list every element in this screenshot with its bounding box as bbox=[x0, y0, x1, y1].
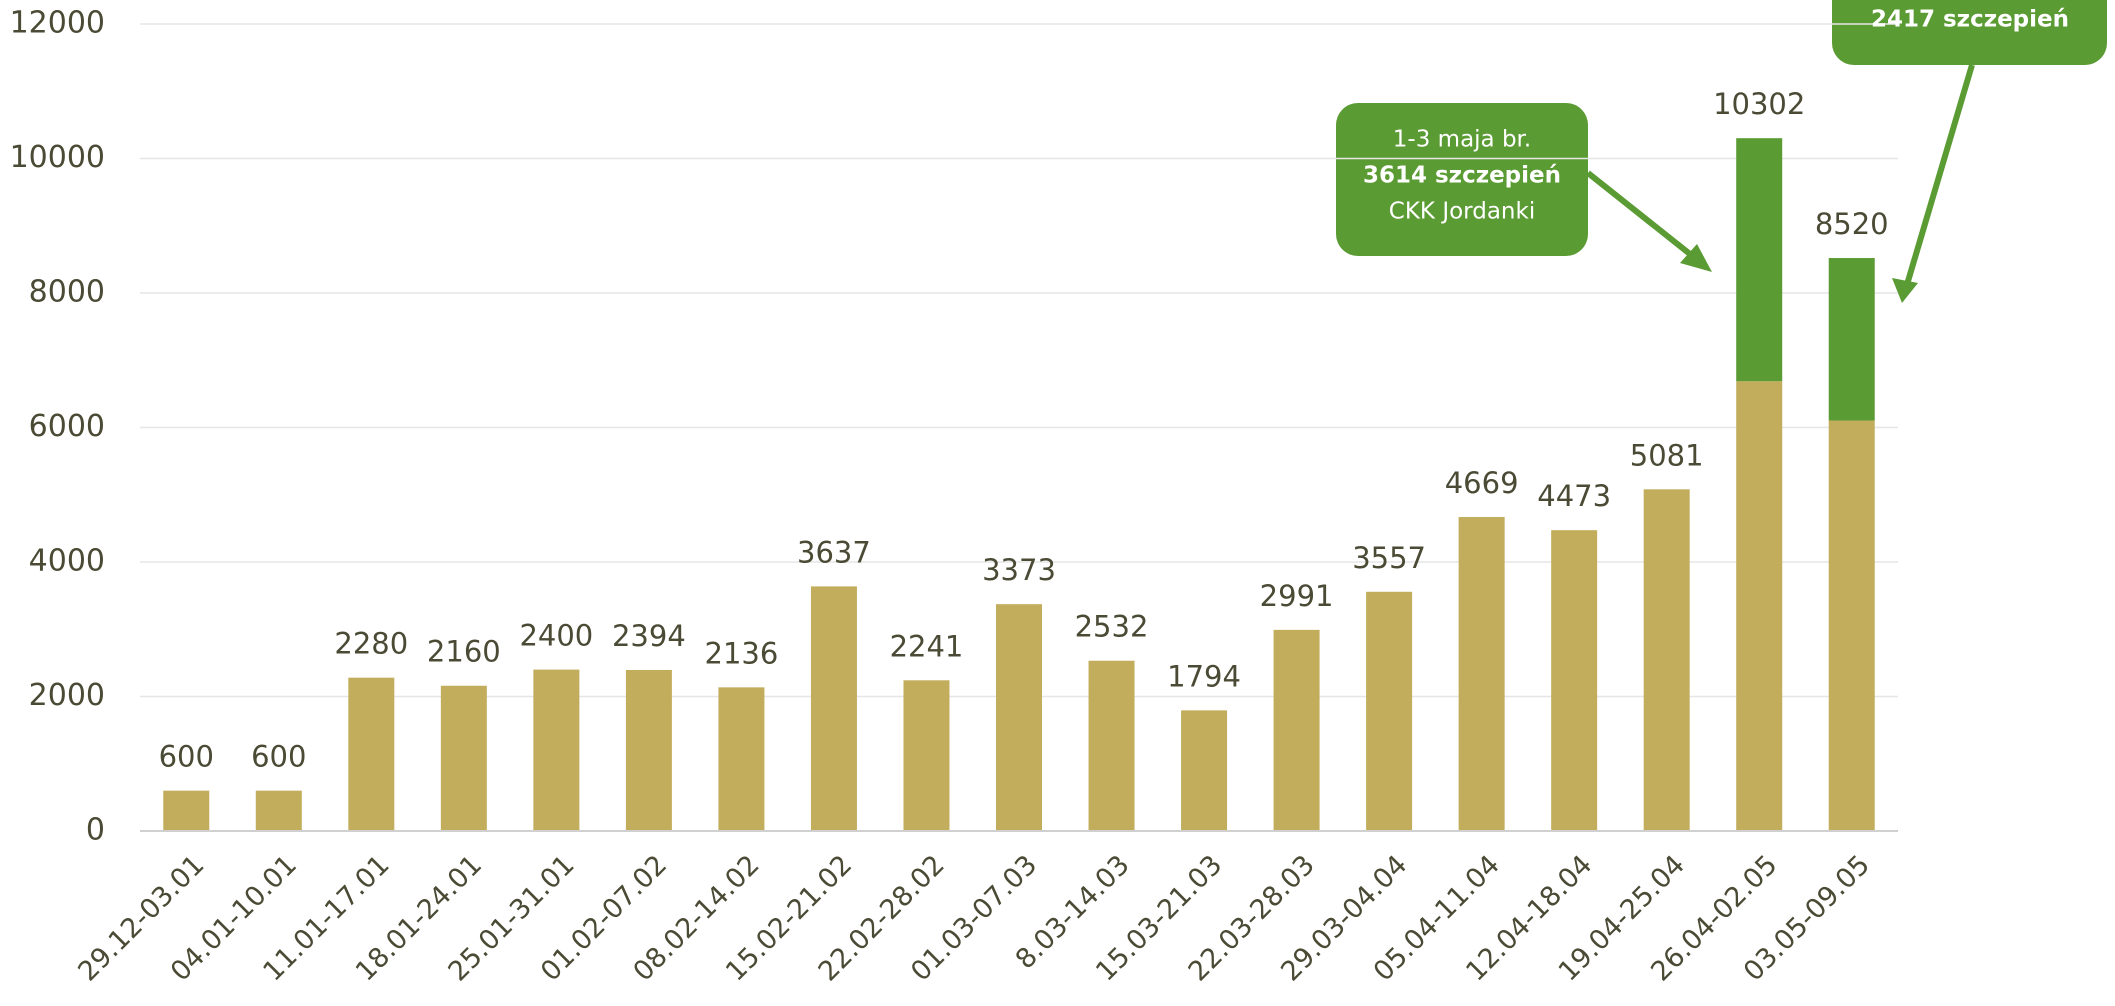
annotation-box bbox=[1336, 103, 1588, 256]
bar-segment bbox=[1736, 381, 1783, 831]
bar-segment bbox=[1736, 138, 1783, 382]
bar-segment bbox=[1366, 591, 1413, 831]
data-label: 5081 bbox=[1630, 438, 1704, 472]
data-label: 2160 bbox=[427, 635, 501, 669]
bar-segment bbox=[810, 586, 857, 831]
data-label: 3373 bbox=[982, 553, 1056, 587]
bar-segment bbox=[163, 790, 210, 831]
bar-segment bbox=[1551, 530, 1598, 831]
bar-segment bbox=[1643, 489, 1690, 831]
data-label: 2400 bbox=[519, 619, 593, 653]
y-tick-label: 0 bbox=[86, 813, 105, 848]
y-tick-label: 6000 bbox=[29, 409, 105, 444]
annotation-text: CKK Jordanki bbox=[1389, 199, 1535, 225]
data-label: 4669 bbox=[1445, 466, 1519, 500]
bar-segment bbox=[1458, 517, 1505, 831]
annotation-text: 3614 szczepień bbox=[1363, 163, 1561, 189]
bar-segment bbox=[718, 687, 765, 831]
data-label: 2991 bbox=[1260, 579, 1334, 613]
data-label: 600 bbox=[251, 740, 306, 774]
data-label: 2280 bbox=[334, 627, 408, 661]
data-label: 2136 bbox=[705, 636, 779, 670]
annotation-box bbox=[1832, 0, 2107, 65]
data-label: 2394 bbox=[612, 619, 686, 653]
bar-segment bbox=[1181, 710, 1228, 831]
y-tick-label: 2000 bbox=[29, 678, 105, 713]
bar-segment bbox=[1273, 629, 1320, 831]
data-label: 2532 bbox=[1075, 610, 1149, 644]
bar-segment bbox=[533, 669, 580, 831]
data-label: 8520 bbox=[1815, 207, 1889, 241]
bar-segment bbox=[1828, 420, 1875, 831]
data-label: 600 bbox=[159, 740, 214, 774]
bar-segment bbox=[440, 685, 487, 831]
data-label: 3637 bbox=[797, 535, 871, 569]
data-label: 10302 bbox=[1713, 87, 1805, 121]
y-tick-label: 10000 bbox=[10, 140, 105, 175]
data-label: 2241 bbox=[890, 629, 964, 663]
data-label: 3557 bbox=[1352, 541, 1426, 575]
annotation-arrowhead bbox=[1892, 278, 1918, 303]
y-tick-label: 8000 bbox=[29, 275, 105, 310]
bar-segment bbox=[996, 604, 1042, 831]
annotation-arrowhead bbox=[1680, 244, 1712, 272]
annotation-arrow bbox=[1903, 64, 1975, 289]
annotation-text: 1-3 maja br. bbox=[1393, 127, 1531, 153]
bar-segment bbox=[255, 790, 302, 831]
y-tick-label: 12000 bbox=[10, 6, 105, 41]
data-label: 1794 bbox=[1167, 659, 1241, 693]
annotation-text: 2417 szczepień bbox=[1871, 7, 2069, 33]
bar-segment bbox=[903, 680, 950, 831]
y-tick-label: 4000 bbox=[29, 544, 105, 579]
bar-segment bbox=[625, 670, 672, 831]
data-label: 4473 bbox=[1537, 479, 1611, 513]
bar-segment bbox=[1828, 258, 1875, 421]
bar-segment bbox=[1088, 660, 1135, 831]
bar-segment bbox=[348, 677, 395, 831]
annotation-arrow bbox=[1586, 170, 1702, 265]
